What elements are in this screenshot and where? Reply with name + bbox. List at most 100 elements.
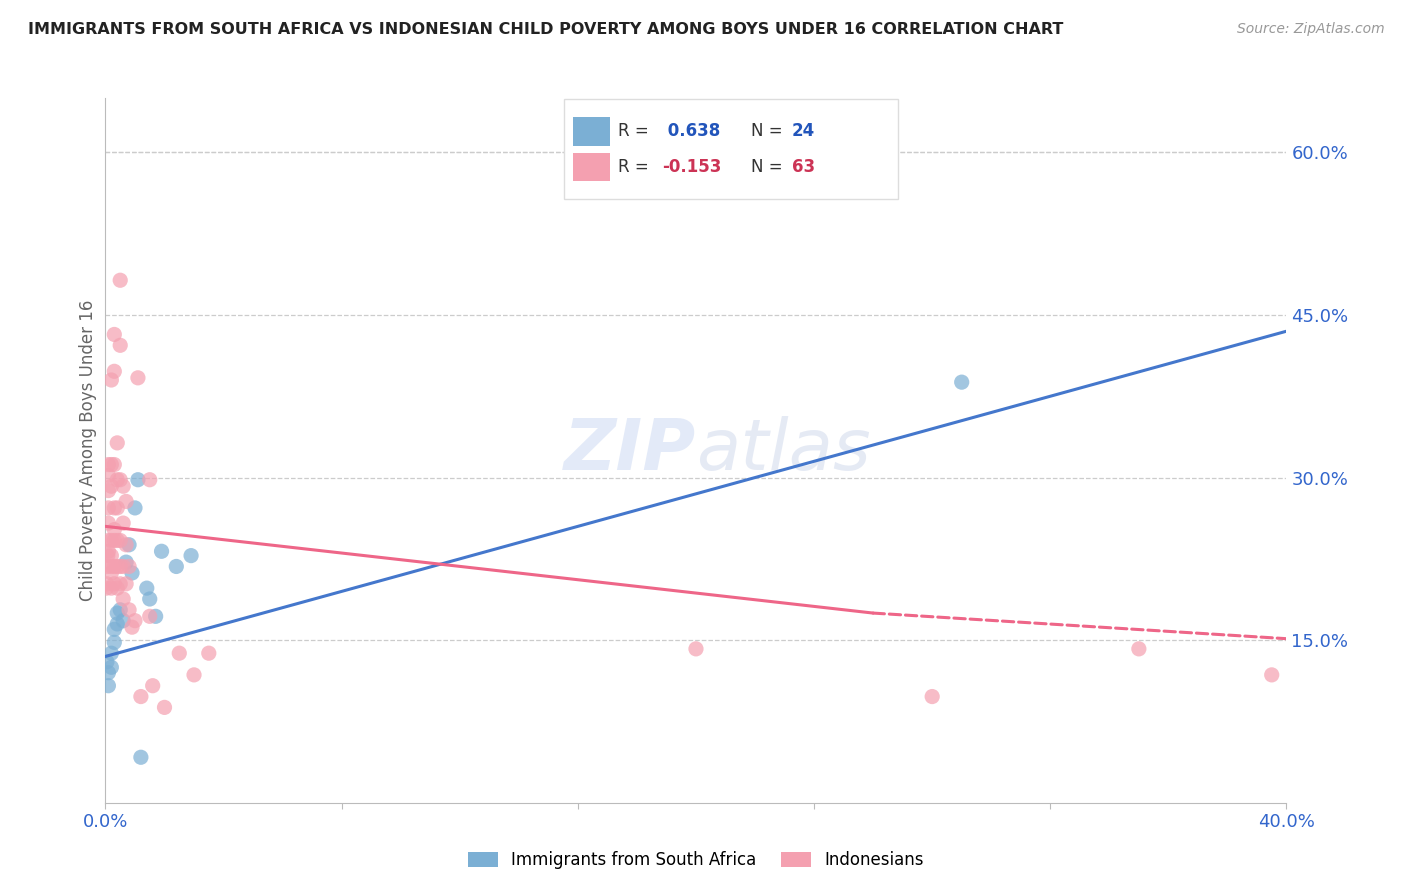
Point xyxy=(138,592,162,607)
Point xyxy=(97,468,120,483)
Point xyxy=(100,660,122,674)
Legend: Immigrants from South Africa, Indonesians: Immigrants from South Africa, Indonesian… xyxy=(461,844,931,876)
Point xyxy=(97,458,120,472)
Point xyxy=(97,533,120,548)
Text: Source: ZipAtlas.com: Source: ZipAtlas.com xyxy=(1237,22,1385,37)
Point xyxy=(112,592,135,607)
Point xyxy=(97,549,120,563)
Point xyxy=(197,646,219,660)
Point xyxy=(685,641,707,656)
Point xyxy=(169,646,191,660)
Point xyxy=(97,483,120,498)
Text: 63: 63 xyxy=(792,159,815,177)
Point xyxy=(100,479,122,493)
Point xyxy=(1128,641,1150,656)
Point xyxy=(105,500,128,515)
Point xyxy=(96,559,118,574)
Point xyxy=(103,523,125,537)
Point xyxy=(180,549,202,563)
Text: R =: R = xyxy=(619,159,654,177)
Point xyxy=(97,665,120,680)
Point xyxy=(112,614,135,628)
Point xyxy=(100,458,122,472)
Text: R =: R = xyxy=(619,122,654,140)
Point xyxy=(121,566,143,580)
Point xyxy=(153,700,176,714)
Point xyxy=(100,646,122,660)
Point xyxy=(103,458,125,472)
Point xyxy=(950,375,973,389)
Point xyxy=(103,327,125,342)
Point xyxy=(183,668,205,682)
Point xyxy=(112,516,135,530)
Point xyxy=(118,603,141,617)
Point xyxy=(150,544,173,558)
Point xyxy=(129,690,152,704)
Point xyxy=(100,549,122,563)
Point xyxy=(110,559,132,574)
Point xyxy=(138,473,162,487)
Point xyxy=(100,581,122,595)
Point xyxy=(110,273,132,287)
Text: N =: N = xyxy=(751,122,789,140)
Point xyxy=(105,606,128,620)
Text: N =: N = xyxy=(751,159,789,177)
Point xyxy=(127,473,149,487)
Text: IMMIGRANTS FROM SOUTH AFRICA VS INDONESIAN CHILD POVERTY AMONG BOYS UNDER 16 COR: IMMIGRANTS FROM SOUTH AFRICA VS INDONESI… xyxy=(28,22,1063,37)
Point xyxy=(118,538,141,552)
Text: ZIP: ZIP xyxy=(564,416,696,485)
Point xyxy=(100,566,122,580)
FancyBboxPatch shape xyxy=(572,153,610,181)
Point xyxy=(100,533,122,548)
Point xyxy=(97,516,120,530)
Point xyxy=(100,559,122,574)
Text: atlas: atlas xyxy=(696,416,870,485)
Point xyxy=(112,559,135,574)
Point xyxy=(105,559,128,574)
Point xyxy=(142,679,165,693)
Point xyxy=(100,373,122,387)
Point xyxy=(135,581,157,595)
Point xyxy=(115,538,138,552)
Point xyxy=(110,576,132,591)
Point xyxy=(112,479,135,493)
Point xyxy=(110,603,132,617)
Point xyxy=(115,576,138,591)
Point xyxy=(110,338,132,352)
Point xyxy=(103,559,125,574)
FancyBboxPatch shape xyxy=(564,99,898,200)
Text: 0.638: 0.638 xyxy=(662,122,720,140)
Point xyxy=(96,576,118,591)
Point xyxy=(165,559,187,574)
Point xyxy=(115,555,138,569)
Point xyxy=(97,544,120,558)
Point xyxy=(105,435,128,450)
Point xyxy=(1260,668,1282,682)
Point xyxy=(121,620,143,634)
Point xyxy=(921,690,943,704)
Point xyxy=(103,533,125,548)
Point xyxy=(105,533,128,548)
FancyBboxPatch shape xyxy=(572,118,610,145)
Point xyxy=(118,559,141,574)
Point xyxy=(103,623,125,637)
Point xyxy=(96,655,118,669)
Point xyxy=(97,500,120,515)
Point xyxy=(115,494,138,508)
Point xyxy=(138,609,162,624)
Text: 24: 24 xyxy=(792,122,815,140)
Point xyxy=(124,614,146,628)
Point xyxy=(145,609,167,624)
Point xyxy=(103,364,125,378)
Point xyxy=(129,750,152,764)
Point xyxy=(105,616,128,631)
Point xyxy=(97,679,120,693)
Text: -0.153: -0.153 xyxy=(662,159,721,177)
Point xyxy=(105,473,128,487)
Y-axis label: Child Poverty Among Boys Under 16: Child Poverty Among Boys Under 16 xyxy=(79,300,97,601)
Point xyxy=(103,576,125,591)
Point xyxy=(124,500,146,515)
Point xyxy=(127,371,149,385)
Point xyxy=(96,581,118,595)
Point xyxy=(103,500,125,515)
